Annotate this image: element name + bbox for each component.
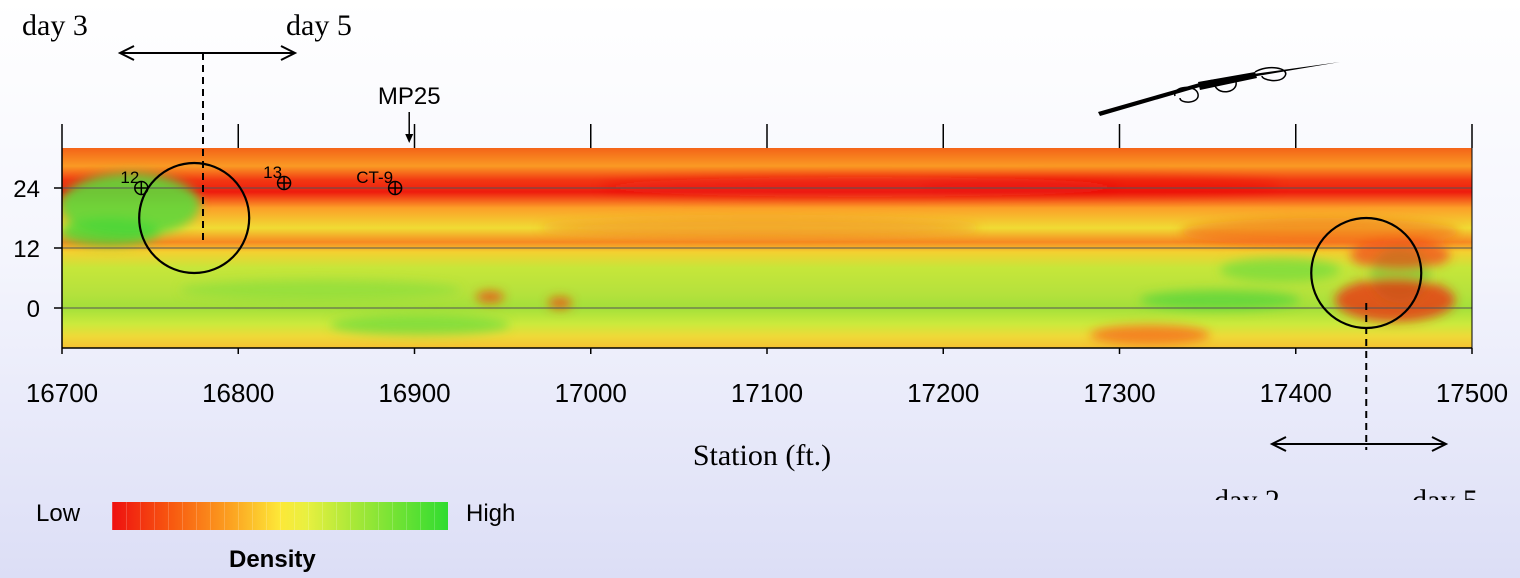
- x-axis-label: Station (ft.): [693, 439, 831, 472]
- range-from-label: day 3: [22, 9, 88, 42]
- range-arrow-right-head: [280, 45, 298, 61]
- range-arrow-right-head: [1431, 436, 1449, 452]
- milepost-arrow-head: [405, 134, 414, 143]
- marker-12: 12: [120, 168, 149, 196]
- range-from-label: day 2: [1214, 484, 1280, 500]
- x-axis-ticks: 16700 16800 16900 17000 17100 17200 17300 17400…: [26, 348, 1508, 408]
- markers: 12 13 CT-9: [120, 163, 403, 196]
- x-tick-label: 17200: [907, 378, 979, 408]
- day-ranges: day 3 day 5 day 2 day 5: [22, 9, 1478, 500]
- range-to-label: day 5: [1412, 484, 1478, 500]
- top-ticks: [61, 124, 1473, 148]
- x-tick-label: 16900: [378, 378, 450, 408]
- heatmap-chart: 16700 16800 16900 17000 17100 17200 17300 17400…: [13, 9, 1508, 500]
- legend-high-label: High: [466, 500, 516, 527]
- y-axis-ticks: 24 12 0: [13, 176, 62, 323]
- x-tick-label: 17100: [731, 378, 803, 408]
- y-tick-label: 0: [27, 296, 40, 323]
- marker-label: 12: [120, 168, 139, 187]
- range-arrow-left-head: [117, 45, 135, 61]
- x-tick-label: 17500: [1436, 378, 1508, 408]
- legend-title: Density: [229, 546, 316, 573]
- range-to-label: day 5: [286, 9, 352, 42]
- highlight-circle: [138, 161, 251, 275]
- heatmap-plot: [62, 148, 1472, 348]
- color-scale-bar: [112, 502, 448, 530]
- day-range-top: day 3 day 5: [22, 9, 352, 240]
- day-range-bottom: day 2 day 5: [1214, 303, 1478, 500]
- y-tick-label: 24: [13, 176, 40, 203]
- legend-low-label: Low: [36, 500, 81, 527]
- range-arrow-left-head: [1269, 436, 1287, 452]
- y-tick-label: 12: [13, 236, 40, 263]
- x-tick-label: 17300: [1083, 378, 1155, 408]
- x-tick-label: 16800: [202, 378, 274, 408]
- marker-13: 13: [263, 163, 292, 191]
- marker-label: 13: [263, 163, 282, 182]
- north-arrow-icon: [1098, 62, 1340, 116]
- marker-label: CT-9: [356, 168, 393, 187]
- x-tick-label: 16700: [26, 378, 98, 408]
- x-tick-label: 17400: [1260, 378, 1332, 408]
- x-tick-label: 17000: [555, 378, 627, 408]
- milepost: MP25: [378, 83, 441, 143]
- marker-ct-9: CT-9: [356, 168, 403, 196]
- milepost-label: MP25: [378, 83, 441, 110]
